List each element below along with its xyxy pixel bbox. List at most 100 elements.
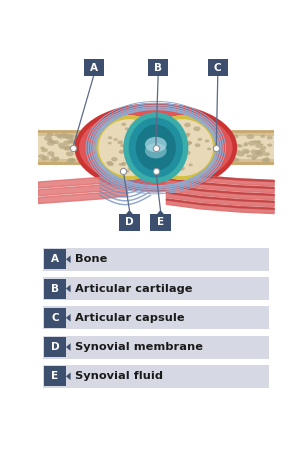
Ellipse shape [148,163,156,169]
Ellipse shape [127,138,134,143]
Ellipse shape [128,166,135,171]
Ellipse shape [114,167,119,171]
FancyBboxPatch shape [44,249,66,269]
Ellipse shape [89,137,93,140]
Ellipse shape [79,159,84,163]
Ellipse shape [256,141,261,144]
Ellipse shape [94,132,98,135]
Ellipse shape [207,148,211,150]
Ellipse shape [216,154,219,156]
Ellipse shape [64,146,71,150]
FancyBboxPatch shape [44,366,66,386]
Ellipse shape [115,158,123,163]
Ellipse shape [232,134,238,139]
Ellipse shape [101,158,109,162]
Ellipse shape [183,141,190,146]
Ellipse shape [57,134,65,139]
Ellipse shape [253,140,257,143]
Ellipse shape [193,126,200,131]
Ellipse shape [148,166,154,169]
Ellipse shape [132,164,136,167]
Ellipse shape [169,129,174,132]
Ellipse shape [63,145,71,150]
Ellipse shape [98,119,161,176]
Ellipse shape [67,140,74,143]
Ellipse shape [248,140,256,146]
Ellipse shape [166,148,172,152]
Ellipse shape [176,140,182,144]
Ellipse shape [132,173,137,176]
Ellipse shape [165,156,169,158]
Ellipse shape [65,134,73,140]
Ellipse shape [96,138,104,143]
Ellipse shape [147,115,217,180]
Ellipse shape [143,139,147,142]
FancyBboxPatch shape [177,131,274,165]
Ellipse shape [74,135,80,139]
Ellipse shape [230,158,236,162]
Ellipse shape [231,158,238,162]
Ellipse shape [173,151,178,154]
Ellipse shape [246,134,254,139]
Ellipse shape [244,144,248,147]
Ellipse shape [157,133,162,137]
Ellipse shape [183,132,190,137]
Ellipse shape [151,132,159,137]
Ellipse shape [193,146,199,149]
Text: D: D [125,217,134,228]
Ellipse shape [105,147,111,151]
Ellipse shape [204,150,208,152]
FancyBboxPatch shape [148,59,168,76]
Ellipse shape [212,150,219,155]
Text: A: A [90,62,98,72]
Ellipse shape [145,143,167,158]
Ellipse shape [150,153,154,156]
Ellipse shape [189,155,194,158]
Ellipse shape [126,141,133,146]
Ellipse shape [181,131,185,134]
Ellipse shape [43,156,49,160]
Ellipse shape [258,149,265,154]
Ellipse shape [255,143,262,148]
Ellipse shape [245,150,250,154]
Ellipse shape [129,149,136,154]
Ellipse shape [131,138,140,143]
Ellipse shape [251,157,256,160]
Ellipse shape [238,145,243,148]
Ellipse shape [63,134,70,139]
Ellipse shape [175,140,181,143]
Ellipse shape [169,164,174,167]
Ellipse shape [71,158,75,161]
FancyBboxPatch shape [84,59,104,76]
Ellipse shape [210,149,214,151]
Ellipse shape [233,158,240,162]
Ellipse shape [150,138,155,141]
Ellipse shape [230,151,237,155]
Ellipse shape [195,146,202,150]
Ellipse shape [188,127,193,131]
FancyBboxPatch shape [177,131,274,136]
Ellipse shape [255,150,261,154]
Ellipse shape [99,154,103,157]
Polygon shape [66,255,71,263]
Ellipse shape [257,152,264,157]
Ellipse shape [47,138,53,142]
FancyBboxPatch shape [38,131,135,136]
Ellipse shape [73,140,80,144]
Ellipse shape [80,134,85,137]
Ellipse shape [188,131,192,134]
Ellipse shape [119,150,125,154]
Ellipse shape [185,160,190,164]
Ellipse shape [256,151,261,155]
Ellipse shape [144,153,148,156]
Ellipse shape [237,151,245,157]
Ellipse shape [95,131,103,137]
Ellipse shape [112,143,116,146]
Ellipse shape [47,132,53,137]
Ellipse shape [172,173,180,178]
Ellipse shape [68,158,75,162]
Ellipse shape [242,149,250,154]
Ellipse shape [179,131,185,135]
Ellipse shape [90,142,94,144]
Ellipse shape [227,155,232,158]
